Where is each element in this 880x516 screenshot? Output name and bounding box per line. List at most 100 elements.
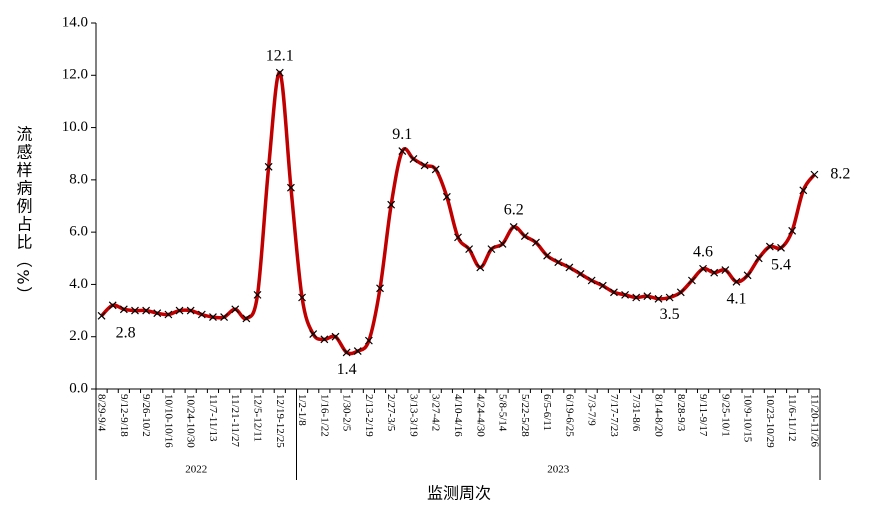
- y-tick-label: 0.0: [69, 380, 88, 396]
- data-point: [242, 314, 251, 323]
- data-label: 9.1: [392, 126, 412, 143]
- data-point: [286, 183, 295, 192]
- x-tick-label: 10/24-10/30: [185, 394, 197, 448]
- data-point: [253, 290, 262, 299]
- data-point: [777, 243, 785, 252]
- data-line: [100, 70, 816, 356]
- y-tick-label: 8.0: [69, 171, 88, 187]
- data-point: [409, 155, 418, 163]
- data-point: [331, 332, 340, 341]
- x-tick-label: 8/14-8/20: [652, 394, 664, 437]
- data-point: [554, 258, 563, 267]
- data-point: [108, 301, 117, 310]
- data-point: [598, 281, 607, 290]
- data-point: [721, 266, 730, 274]
- data-point: [454, 233, 462, 242]
- data-point: [687, 276, 696, 285]
- x-tick-label: 2/13-2/19: [363, 394, 375, 437]
- x-tick-label: 4/10-4/16: [452, 394, 464, 437]
- x-tick-label: 9/12-9/18: [118, 394, 130, 437]
- data-label: 4.1: [726, 290, 746, 307]
- data-point: [476, 263, 485, 272]
- x-tick-label: 7/3-7/9: [586, 394, 598, 426]
- data-label: 8.2: [830, 165, 850, 182]
- data-point: [442, 192, 451, 201]
- data-point: [209, 313, 217, 322]
- data-point: [231, 305, 240, 314]
- data-point: [754, 254, 763, 263]
- data-point: [710, 268, 719, 277]
- data-label: 6.2: [504, 202, 524, 219]
- data-label: 5.4: [771, 257, 791, 274]
- x-tick-label: 7/17-7/23: [608, 394, 620, 437]
- data-point: [142, 306, 151, 315]
- data-point: [643, 292, 652, 301]
- y-tick-label: 2.0: [69, 328, 88, 344]
- data-point: [320, 335, 329, 344]
- data-point: [376, 284, 384, 293]
- data-point: [543, 251, 552, 260]
- x-tick-label: 12/5-12/11: [252, 394, 264, 442]
- x-tick-label: 1/16-1/22: [318, 394, 330, 437]
- data-point: [788, 226, 797, 235]
- y-tick-label: 10.0: [62, 119, 88, 135]
- y-tick-label: 4.0: [69, 276, 88, 292]
- y-tick-label: 6.0: [69, 224, 88, 240]
- data-point: [498, 239, 507, 248]
- x-tick-label: 4/24-4/30: [474, 394, 486, 437]
- data-point: [665, 293, 674, 302]
- data-point: [420, 161, 429, 170]
- x-tick-label: 6/19-6/25: [563, 394, 575, 437]
- x-tick-label: 5/8-5/14: [497, 394, 509, 432]
- data-label: 2.8: [116, 324, 136, 341]
- data-point: [676, 288, 685, 297]
- x-tick-label: 9/26-10/2: [140, 394, 152, 437]
- data-point: [364, 336, 373, 345]
- data-point: [565, 263, 574, 272]
- x-tick-label: 1/30-2/5: [341, 394, 353, 432]
- x-tick-label: 6/5-6/11: [541, 394, 553, 431]
- data-point: [610, 288, 618, 297]
- data-point: [398, 147, 407, 156]
- data-label: 3.5: [660, 306, 680, 323]
- x-tick-label: 8/28-9/3: [675, 394, 687, 432]
- data-point: [632, 293, 641, 302]
- data-point: [654, 294, 663, 303]
- data-point: [220, 313, 229, 322]
- data-point: [353, 347, 362, 356]
- data-point: [532, 238, 540, 247]
- data-point: [621, 290, 630, 299]
- data-point: [298, 293, 306, 302]
- data-point: [342, 348, 351, 357]
- group-label: 2022: [185, 464, 207, 476]
- y-tick-label: 12.0: [62, 67, 88, 83]
- data-point: [164, 310, 173, 319]
- x-tick-label: 12/19-12/25: [274, 394, 286, 448]
- data-point: [197, 310, 206, 319]
- data-point: [699, 264, 707, 273]
- data-point: [175, 306, 184, 315]
- x-tick-label: 11/7-11/13: [207, 394, 219, 442]
- data-point: [799, 186, 808, 195]
- data-point: [810, 170, 819, 179]
- data-point: [153, 309, 162, 318]
- x-tick-label: 3/27-4/2: [430, 394, 442, 431]
- x-tick-label: 10/10-10/16: [162, 394, 174, 448]
- x-tick-label: 9/25-10/1: [719, 394, 731, 437]
- data-point: [119, 305, 128, 314]
- x-tick-label: 8/29-9/4: [96, 394, 108, 432]
- x-tick-label: 9/11-9/17: [697, 394, 709, 437]
- x-tick-label: 11/21-11/27: [229, 394, 241, 447]
- data-point: [97, 311, 106, 320]
- x-axis-title: 监测周次: [427, 484, 491, 503]
- data-point: [743, 271, 752, 280]
- x-tick-label: 3/13-3/19: [407, 394, 419, 437]
- data-point: [765, 242, 774, 251]
- data-label: 4.6: [693, 243, 713, 260]
- data-label: 12.1: [266, 47, 294, 64]
- data-point: [387, 200, 396, 209]
- x-tick-label: 2/27-3/5: [385, 394, 397, 432]
- group-label: 2023: [547, 464, 570, 476]
- data-point: [264, 162, 273, 171]
